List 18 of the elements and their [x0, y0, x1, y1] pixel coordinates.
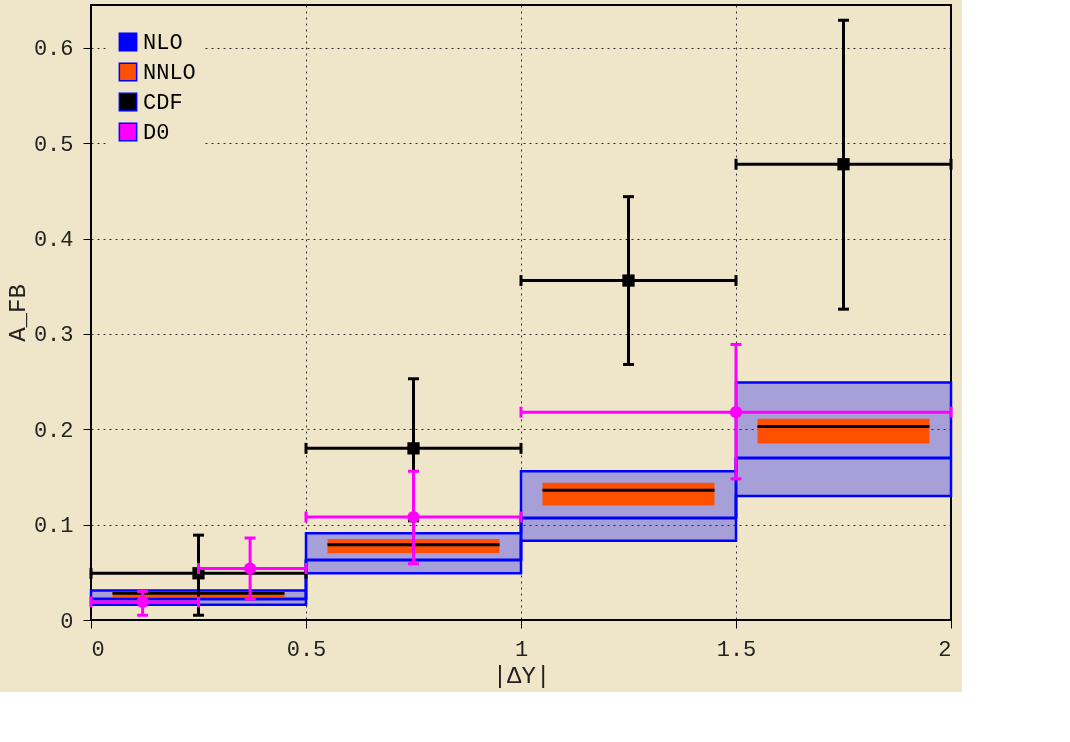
legend-label: NNLO: [143, 61, 196, 86]
y-tick-label: 0.5: [33, 132, 74, 158]
x-axis-title: |ΔY|: [492, 662, 551, 690]
legend-label: D0: [143, 121, 170, 146]
x-tick-label: 0: [91, 637, 105, 663]
legend-label: CDF: [143, 91, 183, 116]
x-tick-label: 1.5: [716, 637, 757, 663]
y-axis-title: A_FB: [4, 284, 32, 342]
y-tick-label: 0: [60, 609, 74, 635]
x-tick-label: 2: [938, 637, 952, 663]
y-tick-label: 0.4: [33, 228, 74, 254]
y-tick-label: 0.2: [33, 418, 74, 444]
x-tick-label: 1: [514, 637, 529, 663]
y-tick-label: 0.1: [33, 514, 74, 540]
y-tick-label: 0.3: [33, 323, 74, 349]
x-tick-label: 0.5: [286, 637, 327, 663]
y-tick-label: 0.6: [33, 37, 74, 63]
legend-label: NLO: [143, 31, 183, 56]
